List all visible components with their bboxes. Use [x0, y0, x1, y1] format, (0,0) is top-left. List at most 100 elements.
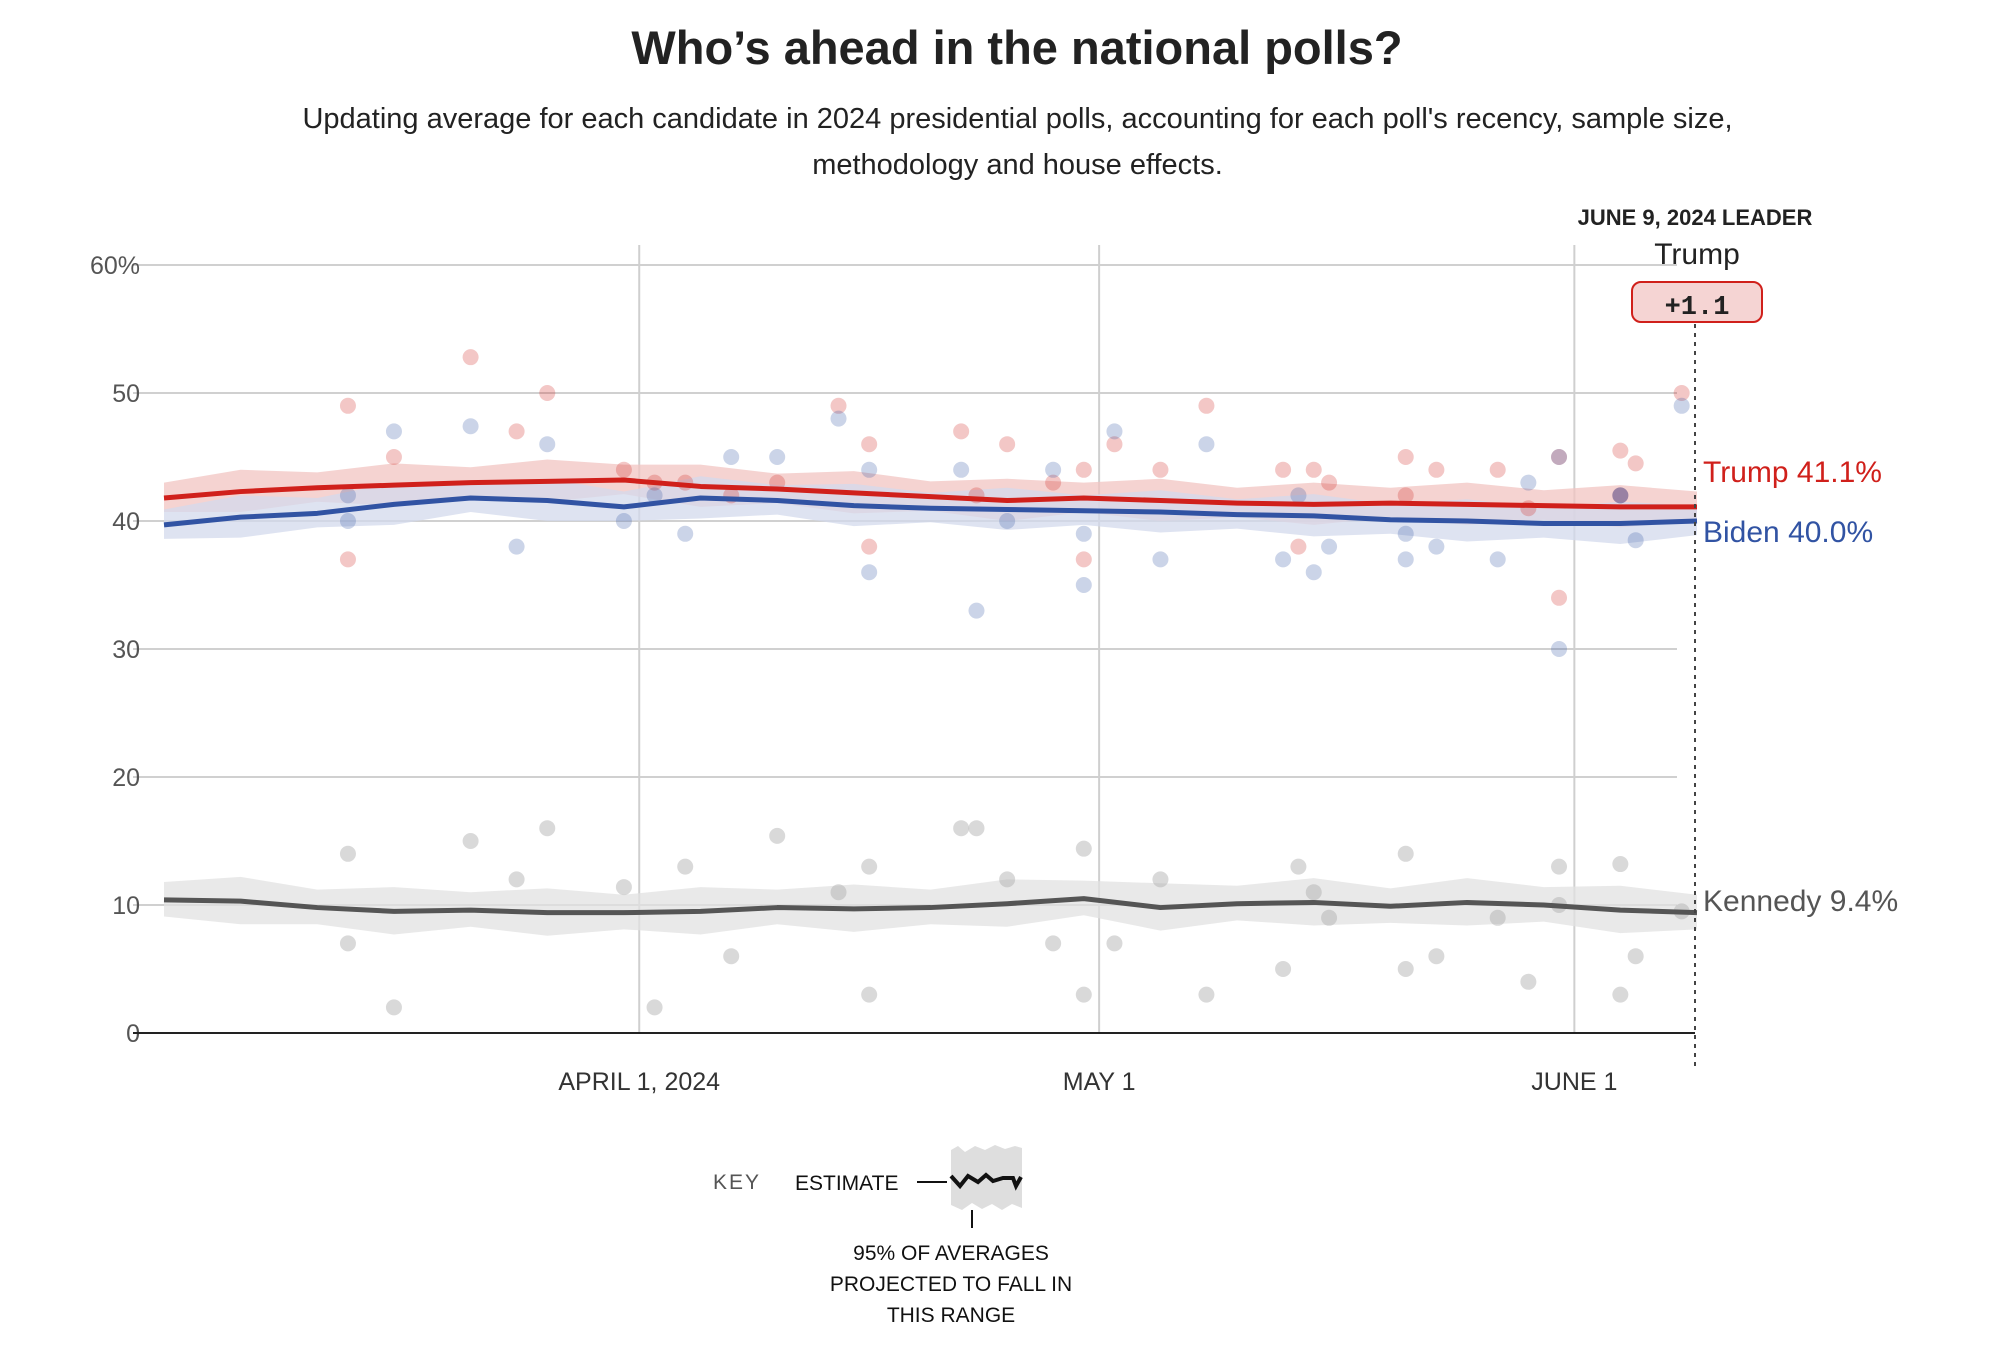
- kennedy-poll-dot: [1290, 858, 1307, 875]
- kennedy-poll-dot: [1152, 871, 1169, 888]
- trump-poll-dot: [1551, 589, 1568, 606]
- kennedy-average-line: [163, 896, 1698, 916]
- kennedy-poll-dot: [861, 858, 878, 875]
- trump-poll-dot: [1321, 474, 1338, 491]
- biden-poll-dot: [1275, 551, 1292, 568]
- key-range-line-1: 95% OF AVERAGES: [853, 1242, 1049, 1265]
- kennedy-poll-dot: [1075, 840, 1092, 857]
- leader-margin-badge: [1631, 281, 1763, 323]
- biden-poll-dot: [1397, 525, 1414, 542]
- biden-poll-dot: [539, 436, 556, 453]
- key-estimate-line: [949, 1172, 1023, 1191]
- key-label: KEY: [713, 1171, 761, 1194]
- kennedy-poll-dot: [677, 858, 694, 875]
- trump-poll-dot: [1275, 461, 1292, 478]
- kennedy-poll-dot: [1075, 986, 1092, 1003]
- biden-poll-dot: [769, 449, 786, 465]
- trump-poll-dot: [1612, 487, 1629, 504]
- biden-poll-dot: [861, 564, 878, 581]
- kennedy-poll-dot: [1551, 858, 1568, 875]
- legend-key: KEY ESTIMATE 95% OF AVERAGES PROJECTED T…: [713, 1145, 1072, 1327]
- kennedy-poll-dot: [462, 833, 479, 849]
- biden-poll-dot: [1305, 564, 1322, 581]
- leader-margin: +1.1: [1665, 293, 1730, 323]
- biden-poll-dot: [1075, 525, 1092, 542]
- biden-poll-dot: [1075, 577, 1092, 593]
- kennedy-poll-dot: [339, 845, 356, 862]
- kennedy-poll-dot: [539, 820, 556, 837]
- biden-poll-dot: [1198, 436, 1215, 453]
- kennedy-poll-dot: [769, 827, 786, 844]
- kennedy-poll-dot: [1321, 909, 1338, 926]
- kennedy-poll-dot: [861, 986, 878, 1003]
- chart-subtitle: Updating average for each candidate in 2…: [302, 103, 1733, 181]
- biden-poll-dot: [385, 423, 402, 440]
- trump-poll-dot: [1428, 461, 1445, 478]
- trump-poll-dot: [999, 436, 1016, 453]
- biden-poll-dot: [615, 513, 632, 529]
- biden-poll-dot: [1152, 551, 1169, 568]
- trump-poll-dot: [861, 436, 878, 453]
- biden-poll-dot: [1106, 423, 1123, 440]
- trump-poll-dot: [1627, 455, 1644, 472]
- y-tick-label: 60%: [90, 252, 140, 280]
- kennedy-poll-dot: [953, 820, 970, 837]
- trump-poll-dot: [1520, 500, 1537, 517]
- biden-poll-dot: [508, 538, 525, 555]
- kennedy-poll-dot: [999, 871, 1016, 888]
- biden-poll-dot: [1627, 532, 1644, 549]
- trump-poll-dot: [1673, 385, 1690, 401]
- biden-poll-dot: [1428, 538, 1445, 555]
- trump-poll-dot: [385, 449, 402, 465]
- trump-poll-dot: [1290, 538, 1307, 555]
- leader-name: Trump: [1654, 238, 1740, 271]
- biden-average-line: [163, 495, 1698, 528]
- trump-poll-dot: [1305, 461, 1322, 478]
- biden-end-label: Biden 40.0%: [1703, 516, 1873, 549]
- kennedy-end-label: Kennedy 9.4%: [1703, 885, 1898, 918]
- kennedy-poll-dot: [1612, 856, 1629, 873]
- trump-poll-dot: [508, 423, 525, 440]
- trump-poll-dot: [615, 461, 632, 478]
- y-tick-label: 40: [112, 508, 140, 536]
- trump-poll-dot: [1397, 487, 1414, 504]
- kennedy-poll-dot: [1397, 845, 1414, 862]
- biden-poll-dot: [1045, 461, 1062, 478]
- biden-poll-dot: [723, 449, 740, 465]
- biden-poll-dot: [1321, 538, 1338, 555]
- kennedy-poll-dot: [646, 999, 663, 1016]
- chart-title: Who’s ahead in the national polls?: [631, 21, 1403, 74]
- trump-poll-dot: [861, 538, 878, 555]
- trump-poll-dot: [1551, 449, 1568, 465]
- kennedy-poll-dot: [1305, 884, 1322, 901]
- leader-heading: JUNE 9, 2024 LEADER: [1578, 205, 1813, 230]
- x-tick-label: APRIL 1, 2024: [558, 1068, 720, 1096]
- trump-poll-dot: [830, 397, 847, 414]
- kennedy-poll-dot: [830, 884, 847, 901]
- biden-poll-dot: [1612, 487, 1629, 504]
- biden-poll-dot: [339, 487, 356, 504]
- trump-poll-dot: [1045, 474, 1062, 491]
- trump-poll-dot: [339, 397, 356, 414]
- kennedy-poll-dot: [1397, 961, 1414, 977]
- trump-poll-dot: [539, 385, 556, 401]
- key-range-line-3: THIS RANGE: [887, 1304, 1015, 1327]
- biden-poll-dot: [1612, 487, 1629, 504]
- kennedy-poll-dot: [1198, 986, 1215, 1003]
- trump-poll-dot: [1075, 461, 1092, 478]
- trump-end-label: Trump 41.1%: [1703, 456, 1882, 489]
- x-tick-label: MAY 1: [1063, 1068, 1136, 1096]
- biden-poll-dot: [999, 513, 1016, 529]
- biden-poll-dot: [646, 487, 663, 504]
- biden-poll-dot: [1489, 551, 1506, 568]
- y-tick-label: 50: [112, 380, 140, 408]
- biden-poll-dot: [1290, 487, 1307, 504]
- trump-average-line: [163, 477, 1697, 510]
- biden-poll-dot: [1551, 641, 1568, 657]
- biden-poll-dot: [462, 418, 479, 435]
- trump-poll-dot: [1075, 551, 1092, 568]
- kennedy-poll-dot: [1612, 986, 1629, 1003]
- biden-poll-dot: [1397, 551, 1414, 568]
- kennedy-poll-dot: [615, 879, 632, 896]
- key-estimate-label: ESTIMATE: [795, 1172, 898, 1195]
